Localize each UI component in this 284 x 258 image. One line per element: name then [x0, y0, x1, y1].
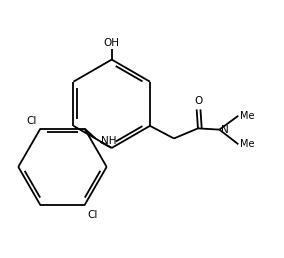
- Text: N: N: [221, 125, 228, 135]
- Text: Me: Me: [240, 139, 254, 149]
- Text: Cl: Cl: [26, 116, 37, 126]
- Text: NH: NH: [101, 136, 116, 146]
- Text: O: O: [195, 96, 203, 106]
- Text: Me: Me: [240, 111, 254, 121]
- Text: Cl: Cl: [87, 210, 97, 220]
- Text: OH: OH: [104, 38, 120, 48]
